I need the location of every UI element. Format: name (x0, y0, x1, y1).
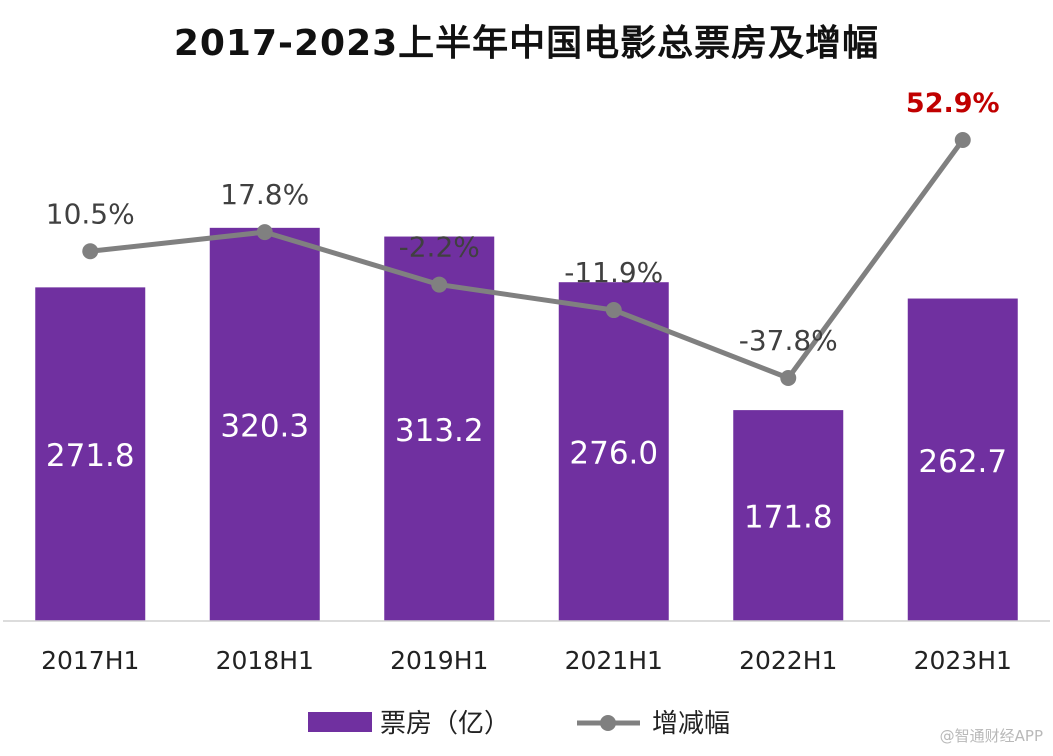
watermark: @智通财经APP (939, 727, 1043, 745)
line-label-2021H1: -11.9% (564, 256, 663, 289)
bar-label-2018H1: 320.3 (220, 408, 309, 444)
bar-label-2022H1: 171.8 (744, 500, 833, 536)
bar-label-2021H1: 276.0 (569, 436, 658, 472)
line-label-2022H1: -37.8% (739, 324, 838, 357)
x-tick-2018H1: 2018H1 (216, 646, 314, 675)
line-label-2018H1: 17.8% (220, 178, 309, 211)
x-tick-2023H1: 2023H1 (914, 646, 1012, 675)
bar-2023H1 (907, 298, 1018, 621)
line-point-2021H1 (605, 302, 622, 319)
bar-2017H1 (35, 287, 146, 621)
line-point-2018H1 (256, 224, 273, 241)
chart-title: 2017-2023上半年中国电影总票房及增幅 (173, 23, 880, 64)
bar-label-2023H1: 262.7 (918, 444, 1007, 480)
legend-marker-line (600, 715, 616, 731)
bar-2018H1 (209, 227, 320, 621)
bar-label-2019H1: 313.2 (395, 413, 484, 449)
line-label-2017H1: 10.5% (46, 197, 135, 230)
legend-label-line: 增减幅 (652, 709, 730, 739)
x-tick-2017H1: 2017H1 (41, 646, 139, 675)
x-tick-2022H1: 2022H1 (739, 646, 837, 675)
line-label-2023H1: 52.9% (906, 88, 1000, 119)
line-point-2017H1 (82, 243, 99, 260)
x-tick-2019H1: 2019H1 (390, 646, 488, 675)
bar-2019H1 (384, 236, 495, 621)
x-tick-2021H1: 2021H1 (565, 646, 663, 675)
line-point-2019H1 (431, 276, 448, 293)
legend-label-bar: 票房（亿） (380, 709, 510, 739)
line-series-growth (89, 138, 965, 381)
line-point-2022H1 (780, 370, 797, 386)
line-point-2023H1 (954, 132, 971, 148)
bar-2022H1 (733, 410, 844, 621)
line-label-2019H1: -2.2% (399, 231, 480, 264)
legend-swatch-bar (308, 712, 372, 732)
bar-2021H1 (558, 282, 669, 621)
bar-label-2017H1: 271.8 (46, 438, 135, 474)
